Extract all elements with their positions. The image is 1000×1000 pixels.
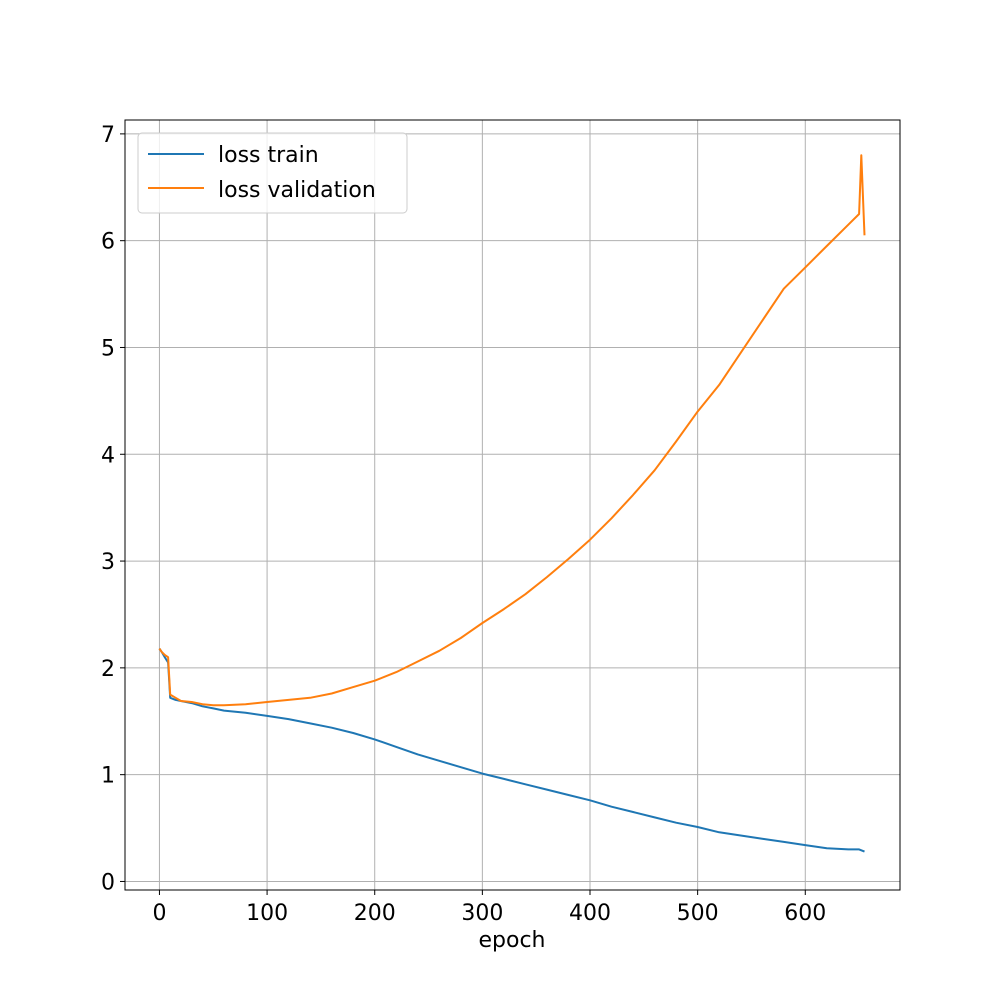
y-tick-label: 3 (101, 550, 115, 575)
y-tick-label: 5 (101, 336, 115, 361)
legend-box (137, 132, 408, 214)
y-tick-label: 7 (101, 123, 115, 148)
legend-label-loss-validation: loss validation (218, 178, 376, 203)
series-line-loss-validation (158, 154, 866, 707)
x-tick-label: 400 (569, 901, 611, 926)
y-tick-label: 0 (101, 870, 115, 895)
x-tick-label: 500 (677, 901, 719, 926)
legend: loss train loss validation (137, 132, 408, 214)
x-axis-label: epoch (479, 928, 546, 953)
ticks-layer: 0 100 200 300 400 500 600 0 1 2 3 4 5 6 7 (101, 123, 826, 926)
x-tick-label: 300 (461, 901, 503, 926)
y-tick-label: 4 (101, 443, 115, 468)
y-tick-label: 1 (101, 764, 115, 789)
y-tick-label: 2 (101, 657, 115, 682)
x-tick-label: 200 (354, 901, 396, 926)
x-tick-label: 600 (784, 901, 826, 926)
grid-layer (125, 120, 900, 890)
x-tick-label: 0 (152, 901, 166, 926)
y-tick-label: 6 (101, 230, 115, 255)
plot-area-frame (124, 119, 901, 891)
legend-label-loss-train: loss train (218, 143, 319, 168)
x-tick-label: 100 (246, 901, 288, 926)
series-layer (158, 154, 866, 853)
